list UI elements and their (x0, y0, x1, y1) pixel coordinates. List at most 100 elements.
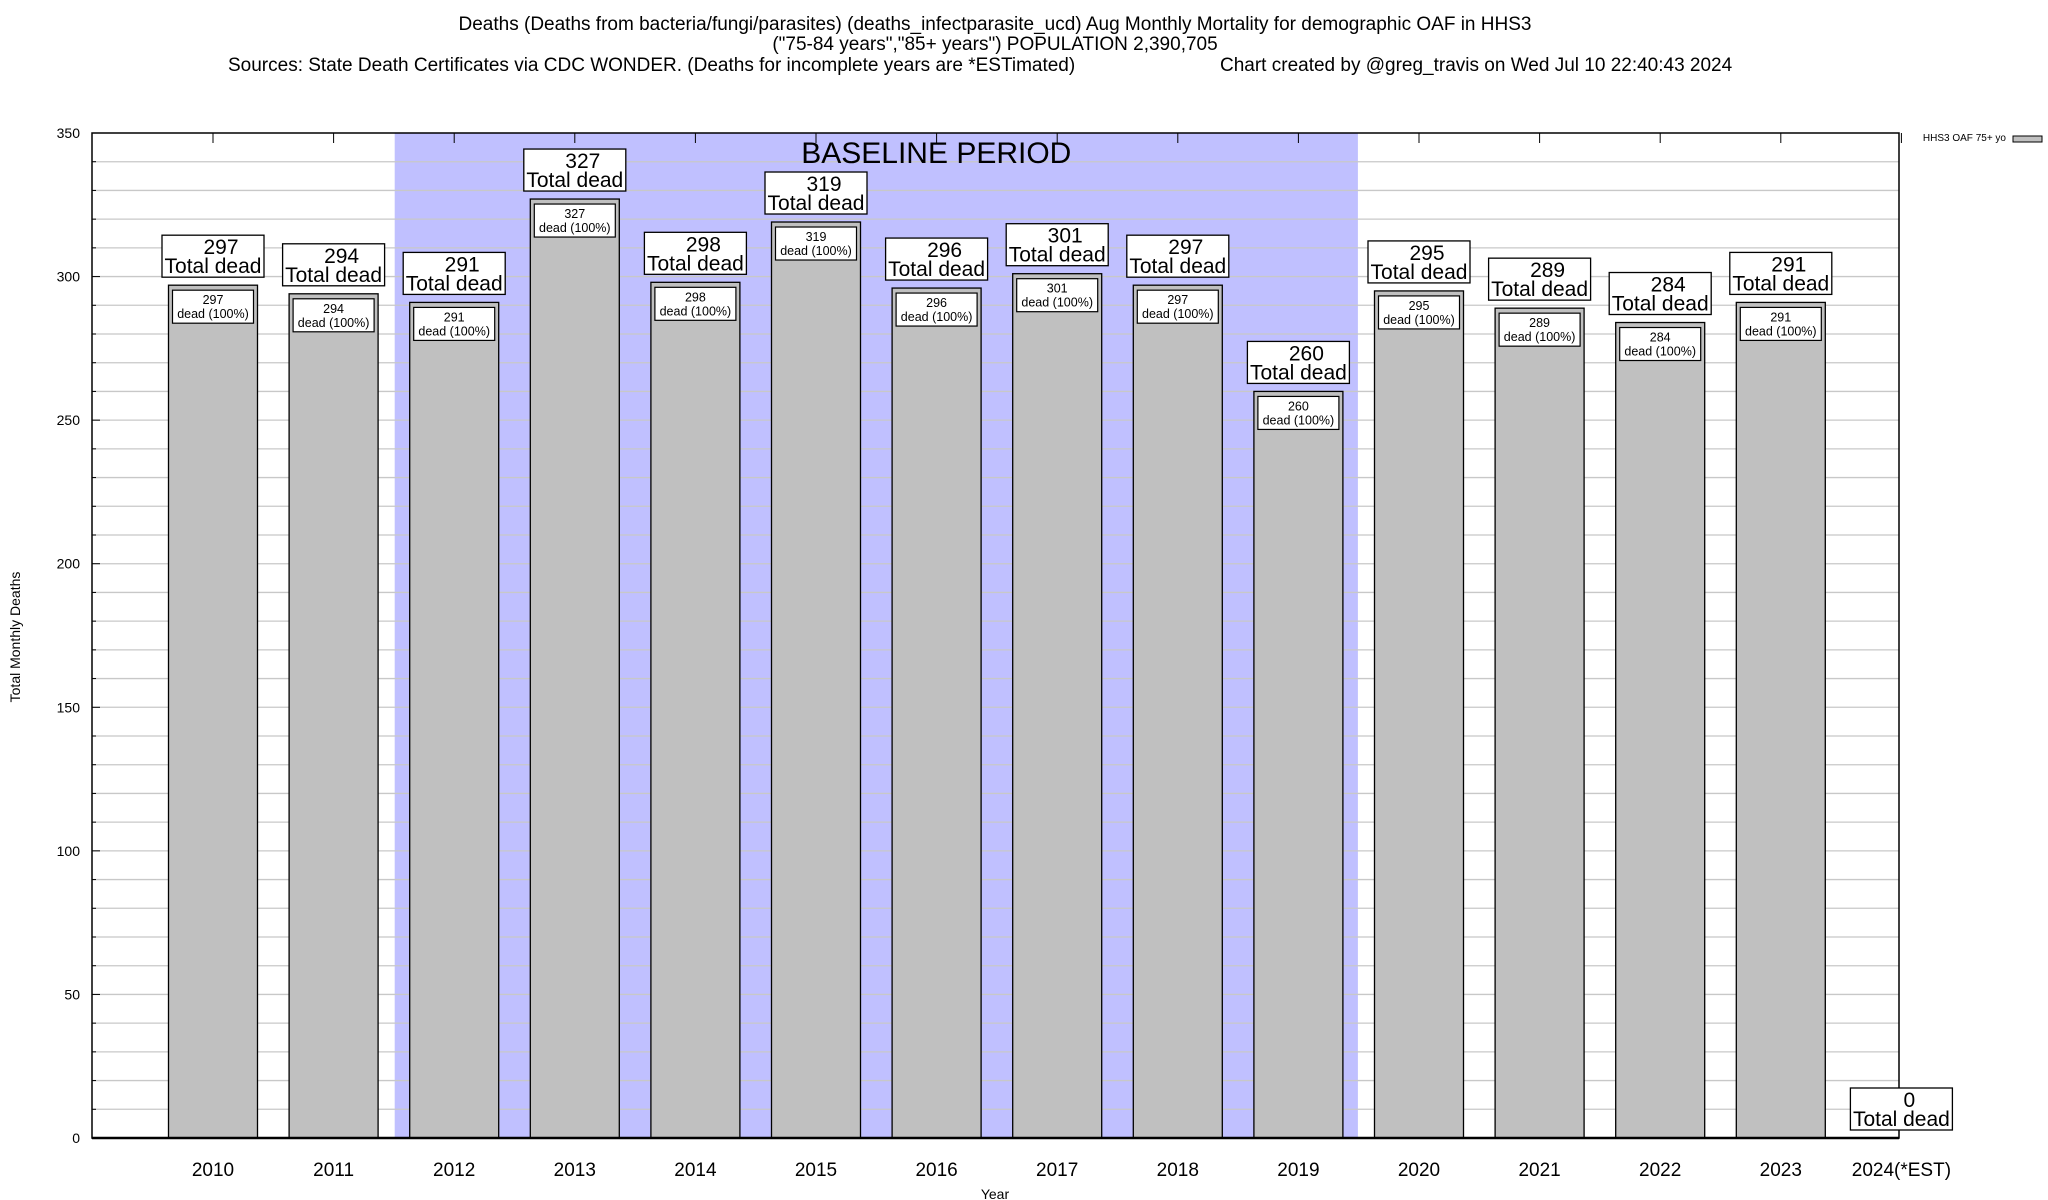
inner-label-value: 294 (323, 302, 344, 316)
total-label-text: Total dead (1250, 361, 1347, 384)
inner-label-value: 291 (444, 310, 465, 324)
x-tick-label: 2012 (433, 1160, 475, 1181)
total-label-text: Total dead (165, 255, 262, 278)
total-label-box (884, 237, 989, 281)
bar-2012 (409, 301, 500, 1139)
x-tick-label: 2010 (192, 1160, 234, 1181)
total-label-text: Total dead (1009, 244, 1106, 267)
inner-label-box (1739, 306, 1822, 342)
total-label-value: 295 (1409, 242, 1444, 265)
bar-2023 (1735, 301, 1826, 1139)
x-tick-label: 2016 (915, 1160, 957, 1181)
total-label-text: Total dead (406, 272, 503, 295)
inner-label-text: dead (100%) (539, 221, 611, 235)
inner-label-box (1619, 326, 1702, 362)
x-tick-label: 2013 (554, 1160, 596, 1181)
total-label-box (1608, 271, 1712, 316)
inner-label-value: 260 (1288, 399, 1309, 413)
inner-label-value: 298 (685, 290, 706, 304)
total-label-value: 289 (1530, 259, 1565, 282)
total-label-value: 0 (1904, 1089, 1916, 1112)
x-tick-label: 2023 (1760, 1160, 1802, 1181)
total-label-value: 298 (686, 233, 721, 256)
bar-2022 (1615, 321, 1706, 1139)
y-tick-label: 0 (72, 1130, 80, 1146)
y-axis-title: Total Monthly Deaths (7, 572, 23, 703)
bar-2010 (167, 284, 259, 1139)
total-label-value: 327 (565, 150, 600, 173)
y-tick-label: 250 (57, 412, 81, 428)
y-tick-label: 50 (64, 986, 80, 1002)
bar-2015 (770, 221, 862, 1139)
total-label-value: 291 (445, 253, 480, 276)
x-tick-label: 2021 (1518, 1160, 1560, 1181)
bar-2017 (1012, 273, 1103, 1139)
total-label-value: 297 (203, 236, 238, 259)
inner-label-box (654, 286, 737, 321)
inner-label-value: 297 (1167, 293, 1188, 307)
inner-label-value: 284 (1650, 331, 1671, 345)
total-label-value: 294 (324, 245, 359, 268)
chart-sources: Sources: State Death Certificates via CD… (228, 55, 1075, 76)
total-label-value: 301 (1048, 225, 1083, 248)
inner-label-box (1377, 295, 1461, 330)
total-label-text: Total dead (1612, 293, 1709, 316)
inner-label-box (1136, 289, 1219, 324)
inner-label-value: 297 (203, 293, 224, 307)
total-label-text: Total dead (1371, 261, 1468, 284)
total-label-value: 297 (1168, 236, 1203, 259)
total-label-box (764, 171, 868, 215)
total-label-box (161, 234, 265, 278)
total-label-text: Total dead (1491, 278, 1588, 301)
inner-label-text: dead (100%) (1383, 313, 1455, 327)
x-tick-label: 2011 (313, 1160, 354, 1181)
total-label-text: Total dead (1853, 1108, 1950, 1131)
total-label-box (523, 148, 627, 192)
inner-label-box (1257, 395, 1340, 431)
total-label-box (1367, 240, 1471, 284)
x-tick-label: 2015 (795, 1160, 837, 1181)
total-label-box (643, 231, 748, 275)
inner-label-box (292, 298, 375, 333)
total-label-box (1729, 251, 1833, 296)
inner-label-text: dead (100%) (1263, 413, 1335, 427)
inner-label-text: dead (100%) (1624, 345, 1696, 359)
inner-label-text: dead (100%) (1021, 296, 1093, 310)
total-label-text: Total dead (526, 169, 623, 192)
total-label-text: Total dead (1129, 255, 1226, 278)
chart-credit: Chart created by @greg_travis on Wed Jul… (1220, 55, 1733, 76)
bar-2018 (1132, 284, 1223, 1139)
inner-label-text: dead (100%) (660, 304, 732, 318)
inner-label-text: dead (100%) (780, 244, 852, 258)
inner-label-text: dead (100%) (1504, 330, 1576, 344)
inner-label-value: 291 (1770, 310, 1791, 324)
x-tick-label: 2020 (1398, 1160, 1440, 1181)
total-label-box (1126, 234, 1230, 278)
inner-label-box (533, 203, 616, 238)
bar-2011 (288, 293, 379, 1139)
inner-label-value: 319 (806, 230, 827, 244)
inner-label-text: dead (100%) (298, 316, 370, 330)
total-label-box (1246, 340, 1351, 385)
inner-label-value: 327 (564, 207, 585, 221)
inner-label-text: dead (100%) (177, 307, 249, 321)
inner-label-box (774, 226, 858, 261)
total-label-value: 319 (806, 173, 841, 196)
x-tick-label: 2014 (674, 1160, 717, 1181)
plot-area: 0 50 100 150 200 250 300 350 2010 2011 2012 2013 201… (57, 125, 1954, 1181)
bar-2014 (650, 281, 741, 1139)
total-label-box (1005, 223, 1109, 267)
inner-label-text: dead (100%) (418, 324, 490, 338)
inner-label-text: dead (100%) (901, 310, 973, 324)
bar-2013 (529, 198, 620, 1139)
inner-label-value: 296 (926, 296, 947, 310)
bar-2016 (891, 287, 982, 1139)
chart-title-line-2: ("75-84 years","85+ years") POPULATION 2… (772, 34, 1217, 55)
x-axis-title: Year (981, 1186, 1010, 1200)
total-label-value: 296 (927, 239, 962, 262)
inner-label-box (413, 306, 496, 342)
x-tick-label: 2019 (1277, 1160, 1319, 1181)
total-label-text: Total dead (285, 264, 382, 287)
total-label-text: Total dead (888, 258, 985, 281)
